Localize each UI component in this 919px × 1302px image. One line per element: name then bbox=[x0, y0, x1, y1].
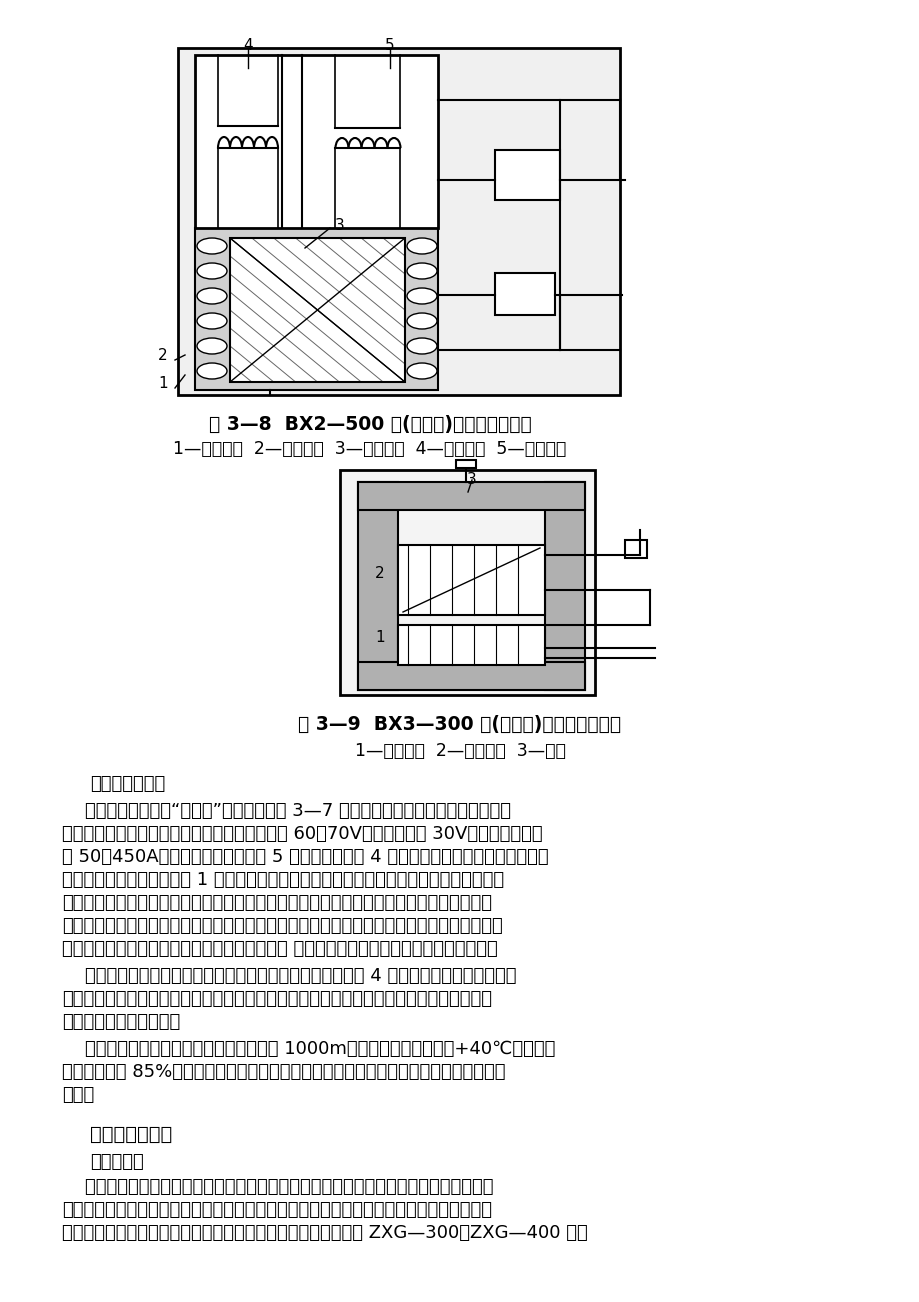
Text: 电压，这是电焊机具有陡降外特性的原因。引弧时，电焊机能供给较高的电压和较小的电流，: 电压，这是电焊机具有陡降外特性的原因。引弧时，电焊机能供给较高的电压和较小的电流… bbox=[62, 917, 502, 935]
Text: 由于整流或直流弧焊机与直流弧焊发电机比较，因没有机械旋转部分，具有噪音小，空: 由于整流或直流弧焊机与直流弧焊发电机比较，因没有机械旋转部分，具有噪音小，空 bbox=[62, 1178, 493, 1197]
Text: 3: 3 bbox=[335, 217, 345, 233]
Text: 在这里只介绍整流式直流弧焊机。整流式直流弧焊机常用型号如 ZXG—300、ZXG—400 等。: 在这里只介绍整流式直流弧焊机。整流式直流弧焊机常用型号如 ZXG—300、ZXG… bbox=[62, 1224, 587, 1242]
Ellipse shape bbox=[197, 238, 227, 254]
Ellipse shape bbox=[406, 238, 437, 254]
Text: 图 3—8  BX2—500 型(同体式)焊机结构示意图: 图 3—8 BX2—500 型(同体式)焊机结构示意图 bbox=[209, 415, 531, 434]
Text: 该电弧焊机的工作条件为应在海拔不超过 1000m，周围空气温度不超过+40℃、空气相: 该电弧焊机的工作条件为应在海拔不超过 1000m，周围空气温度不超过+40℃、空… bbox=[62, 1040, 555, 1059]
Bar bbox=[456, 460, 475, 467]
Bar bbox=[340, 470, 595, 695]
Ellipse shape bbox=[197, 312, 227, 329]
Bar bbox=[624, 540, 646, 559]
Ellipse shape bbox=[197, 363, 227, 379]
Ellipse shape bbox=[197, 288, 227, 303]
Text: 作用，后一部分相当于电感线圈。焊接时，电感线圈的感抗电压降使电焊机获得较低的工作: 作用，后一部分相当于电感线圈。焊接时，电感线圈的感抗电压降使电焊机获得较低的工作 bbox=[62, 894, 492, 911]
Text: （二）工作原理: （二）工作原理 bbox=[90, 775, 165, 793]
Ellipse shape bbox=[406, 263, 437, 279]
Text: 4: 4 bbox=[243, 38, 253, 53]
Bar bbox=[230, 238, 404, 381]
Bar bbox=[195, 55, 437, 228]
Text: 器，属于动铁芯漏磁式类型。焊机的空载电压为 60～70V。工作电压为 30V，电流调节范围: 器，属于动铁芯漏磁式类型。焊机的空载电压为 60～70V。工作电压为 30V，电… bbox=[62, 825, 542, 842]
Text: 焊接电流调节分为粗调、细调两档。电流的细调靠移动铁芯 4 改变变压器的漏磁来实现。: 焊接电流调节分为粗调、细调两档。电流的细调靠移动铁芯 4 改变变压器的漏磁来实现… bbox=[62, 967, 516, 986]
Bar bbox=[494, 150, 560, 201]
Text: 载损耗小、效率高、成本低和制造维护简单等优点。因此，有取代直流弧焊发电机的趋势，: 载损耗小、效率高、成本低和制造维护简单等优点。因此，有取代直流弧焊发电机的趋势， bbox=[62, 1200, 492, 1219]
Ellipse shape bbox=[406, 312, 437, 329]
Bar bbox=[398, 625, 544, 665]
Text: 1—初级线圈  2—次级线圈  3—铁心: 1—初级线圈 2—次级线圈 3—铁心 bbox=[354, 742, 565, 760]
Bar bbox=[544, 482, 584, 690]
Ellipse shape bbox=[406, 339, 437, 354]
Text: 3: 3 bbox=[467, 473, 476, 487]
Bar bbox=[357, 482, 398, 690]
Text: 1: 1 bbox=[375, 630, 384, 644]
Text: 2: 2 bbox=[375, 566, 384, 581]
Text: 2: 2 bbox=[158, 348, 167, 363]
Bar bbox=[398, 546, 544, 615]
Text: 工作。: 工作。 bbox=[62, 1086, 94, 1104]
Ellipse shape bbox=[406, 363, 437, 379]
Bar bbox=[357, 482, 584, 510]
Ellipse shape bbox=[197, 339, 227, 354]
Ellipse shape bbox=[197, 263, 227, 279]
Text: 1—固定铁心  2—初级绕组  3—次级绕组  4—电抗线圈  5—活动铁心: 1—固定铁心 2—初级绕组 3—次级绕组 4—电抗线圈 5—活动铁心 bbox=[173, 440, 566, 458]
Text: 二、直流弧焊机: 二、直流弧焊机 bbox=[90, 1125, 172, 1144]
Text: 图 3—9  BX3—300 型(动圈式)焊机结构示意图: 图 3—9 BX3—300 型(动圈式)焊机结构示意图 bbox=[298, 715, 621, 734]
Text: 分，一部分紧绕在初级绕组 1 的外部，另一部分绕在铁芯的另一侧。前一部分起建立电压的: 分，一部分紧绕在初级绕组 1 的外部，另一部分绕在铁芯的另一侧。前一部分起建立电… bbox=[62, 871, 504, 889]
Text: 5: 5 bbox=[385, 38, 394, 53]
Bar bbox=[177, 48, 619, 395]
Text: 对湿度不超过 85%等条件下使用，不应在有害工业气体、水蘵汽、易燃、多灰尘的场合下: 对湿度不超过 85%等条件下使用，不应在有害工业气体、水蘵汽、易燃、多灰尘的场合… bbox=[62, 1062, 505, 1081]
Text: 次级绕组的匹数来实现。: 次级绕组的匹数来实现。 bbox=[62, 1013, 180, 1031]
Ellipse shape bbox=[406, 288, 437, 303]
Bar bbox=[494, 273, 554, 315]
Text: 为 50～450A。铁芯由两侧的静铁芯 5 和中间的动铁芯 4 组成，变压器的次级绕组分成两部: 为 50～450A。铁芯由两侧的静铁芯 5 和中间的动铁芯 4 组成，变压器的次… bbox=[62, 848, 548, 866]
Text: 向外移动铁芯，磁阔增大，漏磁减小，则电流增大，反之，则电流减少。电流的粗调靠改变: 向外移动铁芯，磁阔增大，漏磁减小，则电流增大，反之，则电流减少。电流的粗调靠改变 bbox=[62, 990, 492, 1008]
Text: 1: 1 bbox=[158, 376, 167, 391]
Bar bbox=[357, 661, 584, 690]
Bar bbox=[195, 228, 437, 391]
Text: 目前应用最广泛的“动铁式”交流焊机如图 3—7 所示。它是一个结构特殊的降压变压: 目前应用最广泛的“动铁式”交流焊机如图 3—7 所示。它是一个结构特殊的降压变压 bbox=[62, 802, 510, 820]
Text: 当电弧稳定燃烧时，电流增大，而电压急剧降低 当焊条与工件短路时，也限制了短路电流。: 当电弧稳定燃烧时，电流增大，而电压急剧降低 当焊条与工件短路时，也限制了短路电流… bbox=[62, 940, 497, 958]
Text: （一）结构: （一）结构 bbox=[90, 1154, 143, 1170]
